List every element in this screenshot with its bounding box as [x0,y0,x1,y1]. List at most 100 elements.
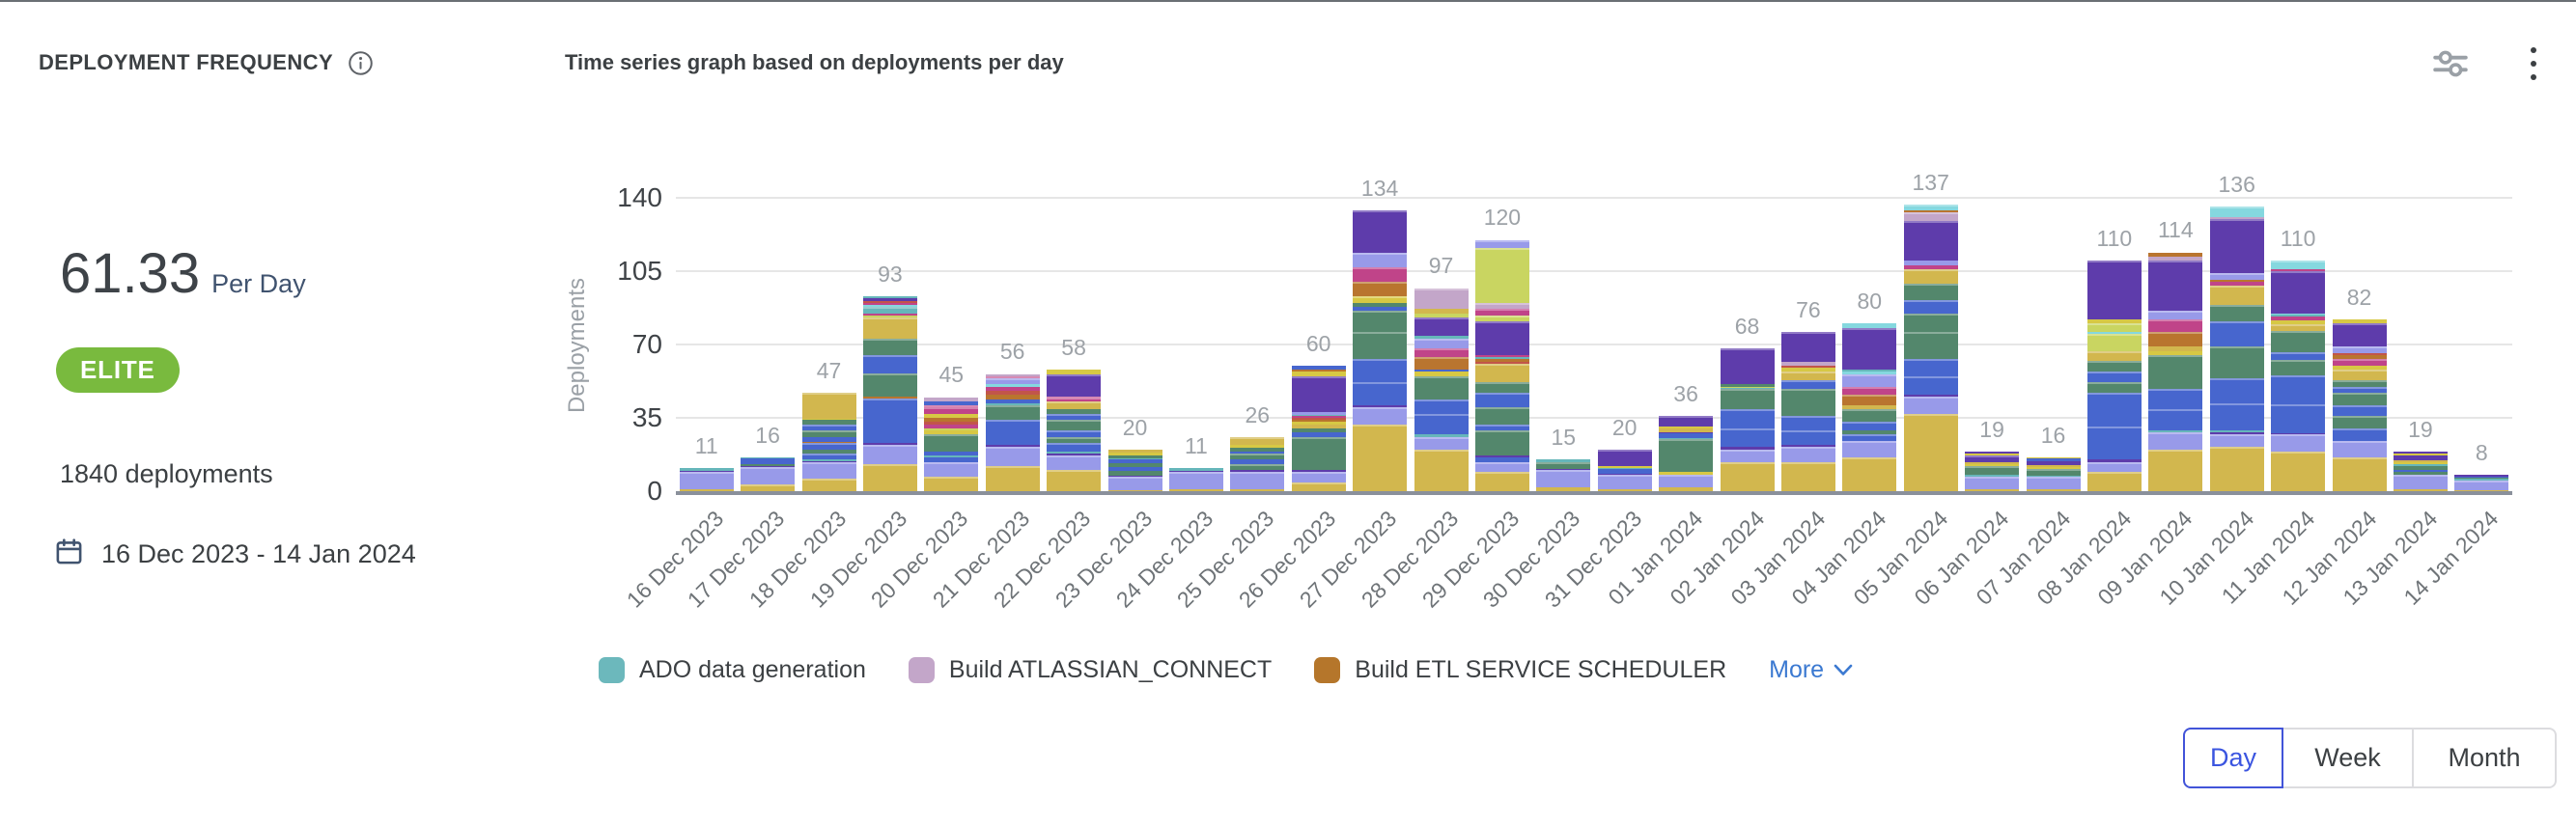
bar-segment[interactable] [1414,375,1469,399]
bar-segment[interactable] [2086,361,2142,372]
bar-segment[interactable] [2086,461,2142,473]
bar-segment[interactable] [1230,488,1285,491]
bar-29-dec-2023[interactable] [1474,239,1529,491]
bar-segment[interactable] [2086,426,2142,460]
bar-segment[interactable] [1474,455,1529,458]
bar-segment[interactable] [1474,357,1529,360]
bar-segment[interactable] [2393,474,2448,489]
bar-segment[interactable] [1474,321,1529,356]
bar-segment[interactable] [2271,403,2326,434]
bar-13-jan-2024[interactable] [2393,451,2448,491]
bar-segment[interactable] [862,397,917,399]
bar-segment[interactable] [1414,436,1469,450]
bar-22-dec-2023[interactable] [1047,370,1102,491]
bar-segment[interactable] [862,313,917,316]
bar-segment[interactable] [1903,375,1958,396]
bar-05-jan-2024[interactable] [1903,204,1958,491]
bar-segment[interactable] [1842,405,1897,410]
bar-segment[interactable] [2209,434,2264,448]
bar-segment[interactable] [1965,465,2020,475]
bar-27-dec-2023[interactable] [1353,210,1408,491]
bar-segment[interactable] [862,443,917,446]
bar-segment[interactable] [1474,407,1529,425]
bar-segment[interactable] [924,397,979,401]
bar-segment[interactable] [1842,430,1897,435]
bar-segment[interactable] [2271,351,2326,361]
bar-segment[interactable] [1780,361,1835,366]
bar-segment[interactable] [924,457,979,462]
bar-03-jan-2024[interactable] [1780,332,1835,491]
bar-segment[interactable] [2026,457,2081,459]
bar-segment[interactable] [2086,372,2142,383]
bar-segment[interactable] [2148,261,2203,312]
bar-segment[interactable] [1353,332,1408,360]
bar-segment[interactable] [1474,424,1529,431]
bar-segment[interactable] [741,458,796,464]
bar-segment[interactable] [741,465,796,468]
bar-segment[interactable] [801,436,856,443]
bar-segment[interactable] [1414,370,1469,372]
bar-segment[interactable] [741,484,796,491]
bar-segment[interactable] [1047,451,1102,454]
bar-segment[interactable] [2209,273,2264,280]
bar-segment[interactable] [1903,268,1958,285]
bar-segment[interactable] [862,317,917,339]
bar-segment[interactable] [1536,486,1591,491]
bar-segment[interactable] [1291,370,1346,372]
bar-segment[interactable] [1842,370,1897,372]
bar-20-dec-2023[interactable] [924,397,979,491]
bar-segment[interactable] [1659,427,1714,433]
bar-segment[interactable] [1474,382,1529,394]
bar-segment[interactable] [1842,440,1897,458]
bar-segment[interactable] [1965,463,2020,466]
bar-segment[interactable] [1842,372,1897,374]
bar-segment[interactable] [2271,268,2326,272]
bar-segment[interactable] [741,457,796,459]
bar-segment[interactable] [985,373,1040,376]
bar-segment[interactable] [1414,336,1469,339]
bar-segment[interactable] [1230,447,1285,452]
bar-segment[interactable] [1353,311,1408,333]
bar-segment[interactable] [1353,382,1408,405]
bar-segment[interactable] [1291,372,1346,376]
bar-segment[interactable] [2086,319,2142,324]
bar-segment[interactable] [924,424,979,428]
bar-segment[interactable] [1903,204,1958,211]
bar-segment[interactable] [1597,469,1652,474]
bar-segment[interactable] [1474,430,1529,456]
bar-segment[interactable] [924,455,979,458]
bar-segment[interactable] [2148,332,2203,347]
bar-segment[interactable] [2209,321,2264,347]
bar-segment[interactable] [985,375,1040,378]
bar-segment[interactable] [1965,454,2020,456]
bar-segment[interactable] [2148,252,2203,257]
bar-segment[interactable] [1474,393,1529,408]
bar-segment[interactable] [1353,407,1408,425]
bar-segment[interactable] [924,461,979,477]
bar-segment[interactable] [2271,451,2326,491]
bar-10-jan-2024[interactable] [2209,206,2264,491]
bar-segment[interactable] [2271,433,2326,435]
bar-segment[interactable] [1168,468,1223,472]
bar-segment[interactable] [1230,445,1285,448]
bar-segment[interactable] [2148,319,2203,333]
bar-segment[interactable] [1414,434,1469,437]
bar-segment[interactable] [1107,452,1162,456]
bar-segment[interactable] [1965,461,2020,464]
bar-segment[interactable] [2086,472,2142,491]
bar-segment[interactable] [924,405,979,408]
bar-segment[interactable] [1474,239,1529,249]
bar-segment[interactable] [801,460,856,462]
bar-segment[interactable] [2332,359,2387,366]
bar-segment[interactable] [2332,393,2387,406]
bar-segment[interactable] [1780,332,1835,362]
bar-segment[interactable] [1353,266,1408,282]
bar-segment[interactable] [2209,430,2264,433]
bar-segment[interactable] [2393,451,2448,454]
bar-segment[interactable] [862,296,917,299]
bar-segment[interactable] [1842,395,1897,406]
bar-segment[interactable] [924,400,979,406]
bar-segment[interactable] [1903,261,1958,265]
bar-segment[interactable] [2026,467,2081,470]
bar-segment[interactable] [1291,482,1346,491]
